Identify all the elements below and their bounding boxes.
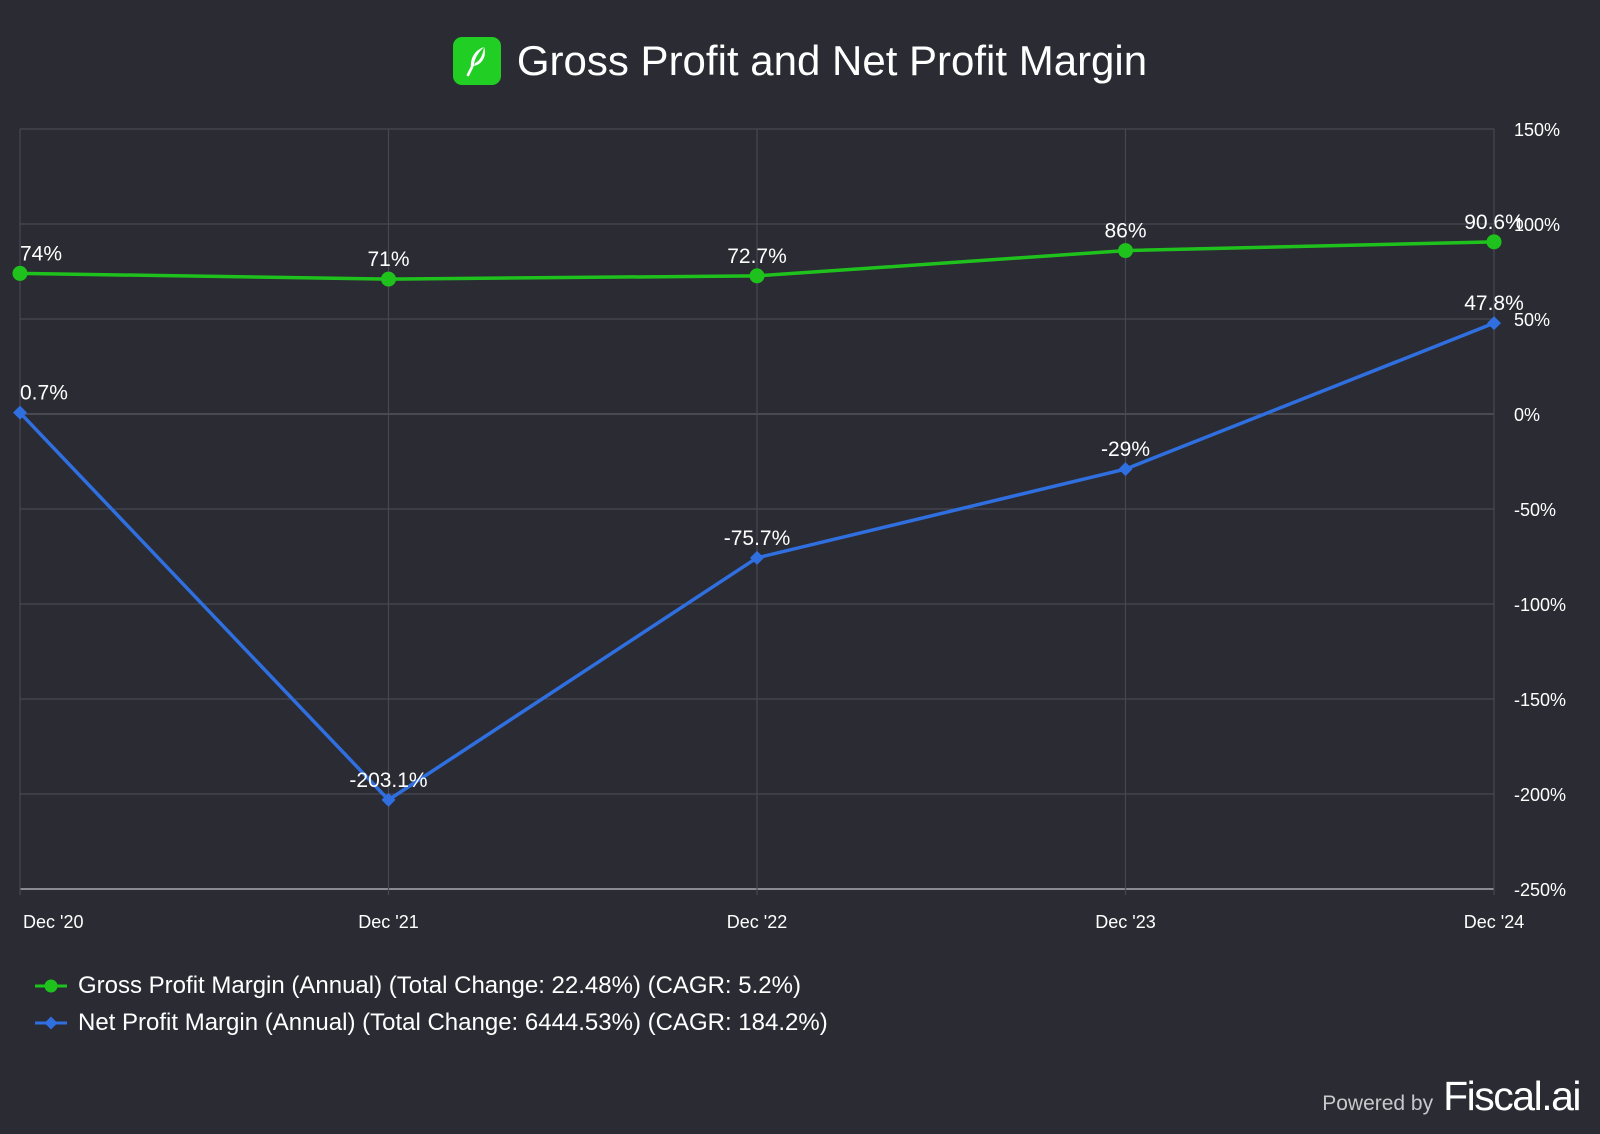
axes: 150% 100% 50% 0% -50% -100% -150% -200% -250% Dec… <box>23 120 1566 932</box>
data-label: 74% <box>20 242 62 265</box>
y-tick-label: -200% <box>1514 785 1566 805</box>
y-tick-label: 100% <box>1514 215 1560 235</box>
data-label: -203.1% <box>349 769 427 792</box>
data-label: -75.7% <box>724 527 791 550</box>
data-label: 71% <box>367 248 409 271</box>
data-label: 86% <box>1104 220 1146 243</box>
data-point <box>1118 462 1133 477</box>
feather-icon <box>466 47 485 77</box>
x-tick-label: Dec '20 <box>23 912 83 932</box>
chart-header: Gross Profit and Net Profit Margin <box>0 30 1600 92</box>
x-tick-label: Dec '23 <box>1095 912 1155 932</box>
data-label: 90.6% <box>1464 211 1524 234</box>
y-tick-label: -50% <box>1514 500 1556 520</box>
powered-by-text: Powered by <box>1322 1092 1434 1115</box>
brand-logo-text[interactable]: Fiscal.ai <box>1443 1073 1581 1119</box>
legend-item-gross-profit-margin[interactable]: Gross Profit Margin (Annual) (Total Chan… <box>34 968 828 1004</box>
x-tick-label: Dec '22 <box>727 912 787 932</box>
data-point <box>381 792 396 807</box>
data-label: 72.7% <box>727 245 787 268</box>
data-point <box>750 550 764 565</box>
data-point <box>13 405 27 420</box>
legend-label: Gross Profit Margin (Annual) (Total Chan… <box>78 972 801 999</box>
legend-label: Net Profit Margin (Annual) (Total Change… <box>78 1009 828 1036</box>
x-tick-label: Dec '24 <box>1464 912 1524 932</box>
footer-branding: Powered by Fiscal.ai <box>1322 1073 1581 1120</box>
y-tick-label: 0% <box>1514 405 1540 425</box>
line-chart: 150% 100% 50% 0% -50% -100% -150% -200% -250% Dec… <box>12 120 1566 932</box>
legend-marker-circle <box>35 979 67 993</box>
legend-item-net-profit-margin[interactable]: Net Profit Margin (Annual) (Total Change… <box>34 1005 828 1041</box>
data-point <box>12 265 28 281</box>
y-tick-label: -150% <box>1514 690 1566 710</box>
chart-title: Gross Profit and Net Profit Margin <box>516 37 1148 84</box>
grid-lines <box>19 128 1495 895</box>
y-tick-label: 150% <box>1514 120 1560 140</box>
data-point <box>1118 243 1133 259</box>
data-point <box>1486 234 1502 250</box>
y-tick-label: 50% <box>1514 310 1550 330</box>
data-point <box>749 268 765 284</box>
data-label: -29% <box>1101 438 1150 461</box>
data-labels: 74% 71% 72.7% 86% 90.6% 0.7% -203.1% -75.7% -29%… <box>20 211 1524 792</box>
app-logo <box>452 37 501 85</box>
series-lines <box>12 234 1502 807</box>
data-point <box>381 271 396 287</box>
data-label: 47.8% <box>1464 292 1524 315</box>
legend: Gross Profit Margin (Annual) (Total Chan… <box>34 968 828 1042</box>
y-tick-label: -250% <box>1514 880 1566 900</box>
x-tick-label: Dec '21 <box>358 912 418 932</box>
y-tick-label: -100% <box>1514 595 1566 615</box>
data-point <box>1487 316 1501 331</box>
data-label: 0.7% <box>20 382 68 405</box>
legend-marker-diamond <box>35 1016 67 1030</box>
